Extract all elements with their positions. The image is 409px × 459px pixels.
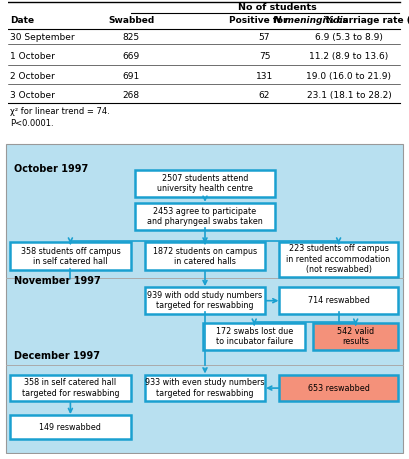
Text: 2453 agree to participate
and pharyngeal swabs taken: 2453 agree to participate and pharyngeal… bbox=[147, 207, 262, 226]
Text: 11.2 (8.9 to 13.6): 11.2 (8.9 to 13.6) bbox=[309, 52, 388, 61]
Text: 2507 students attend
university health centre: 2507 students attend university health c… bbox=[157, 174, 252, 193]
Text: 62: 62 bbox=[258, 91, 270, 100]
Text: 6.9 (5.3 to 8.9): 6.9 (5.3 to 8.9) bbox=[314, 33, 382, 42]
FancyBboxPatch shape bbox=[144, 375, 265, 401]
Text: 653 reswabbed: 653 reswabbed bbox=[307, 384, 369, 392]
FancyBboxPatch shape bbox=[134, 170, 275, 197]
Text: 3 October: 3 October bbox=[10, 91, 55, 100]
Text: 358 students off campus
in self catered hall: 358 students off campus in self catered … bbox=[20, 246, 120, 266]
Text: 268: 268 bbox=[122, 91, 139, 100]
Text: 30 September: 30 September bbox=[10, 33, 74, 42]
Text: 223 students off campus
in rented accommodation
(not reswabbed): 223 students off campus in rented accomm… bbox=[286, 245, 390, 274]
FancyBboxPatch shape bbox=[144, 287, 265, 314]
Text: Positive for: Positive for bbox=[229, 16, 290, 25]
Text: Swabbed: Swabbed bbox=[108, 16, 154, 25]
Text: 714 reswabbed: 714 reswabbed bbox=[307, 296, 369, 305]
FancyBboxPatch shape bbox=[202, 323, 305, 350]
Text: % carriage rate (95% CI): % carriage rate (95% CI) bbox=[324, 16, 409, 25]
FancyBboxPatch shape bbox=[313, 323, 397, 350]
Text: 57: 57 bbox=[258, 33, 270, 42]
Text: N meningitidis: N meningitidis bbox=[274, 16, 347, 25]
FancyBboxPatch shape bbox=[6, 145, 402, 453]
FancyBboxPatch shape bbox=[279, 375, 397, 401]
Text: 1872 students on campus
in catered halls: 1872 students on campus in catered halls bbox=[153, 246, 256, 266]
Text: 542 valid
results: 542 valid results bbox=[336, 327, 373, 346]
FancyBboxPatch shape bbox=[10, 415, 130, 439]
Text: December 1997: December 1997 bbox=[14, 351, 100, 361]
FancyBboxPatch shape bbox=[134, 203, 275, 230]
Text: 939 with odd study numbers
targeted for reswabbing: 939 with odd study numbers targeted for … bbox=[147, 291, 262, 310]
FancyBboxPatch shape bbox=[279, 287, 397, 314]
FancyBboxPatch shape bbox=[10, 375, 130, 401]
Text: 358 in self catered hall
targeted for reswabbing: 358 in self catered hall targeted for re… bbox=[22, 378, 119, 398]
Text: 933 with even study numbers
targeted for reswabbing: 933 with even study numbers targeted for… bbox=[145, 378, 264, 398]
Text: 825: 825 bbox=[122, 33, 139, 42]
Text: October 1997: October 1997 bbox=[14, 164, 88, 174]
Text: Date: Date bbox=[10, 16, 34, 25]
FancyBboxPatch shape bbox=[144, 242, 265, 270]
Text: P<0.0001.: P<0.0001. bbox=[10, 118, 54, 128]
Text: 149 reswabbed: 149 reswabbed bbox=[39, 423, 101, 431]
Text: 1 October: 1 October bbox=[10, 52, 55, 61]
FancyBboxPatch shape bbox=[279, 242, 397, 276]
Text: 2 October: 2 October bbox=[10, 72, 55, 81]
Text: November 1997: November 1997 bbox=[14, 276, 101, 286]
Text: 131: 131 bbox=[255, 72, 272, 81]
Text: χ² for linear trend = 74.: χ² for linear trend = 74. bbox=[10, 107, 110, 116]
Text: 691: 691 bbox=[122, 72, 139, 81]
Text: No of students: No of students bbox=[237, 3, 316, 12]
Text: 19.0 (16.0 to 21.9): 19.0 (16.0 to 21.9) bbox=[306, 72, 391, 81]
Text: 75: 75 bbox=[258, 52, 270, 61]
Text: 23.1 (18.1 to 28.2): 23.1 (18.1 to 28.2) bbox=[306, 91, 391, 100]
Text: 669: 669 bbox=[122, 52, 139, 61]
FancyBboxPatch shape bbox=[10, 242, 130, 270]
Text: 172 swabs lost due
to incubator failure: 172 swabs lost due to incubator failure bbox=[215, 327, 292, 346]
